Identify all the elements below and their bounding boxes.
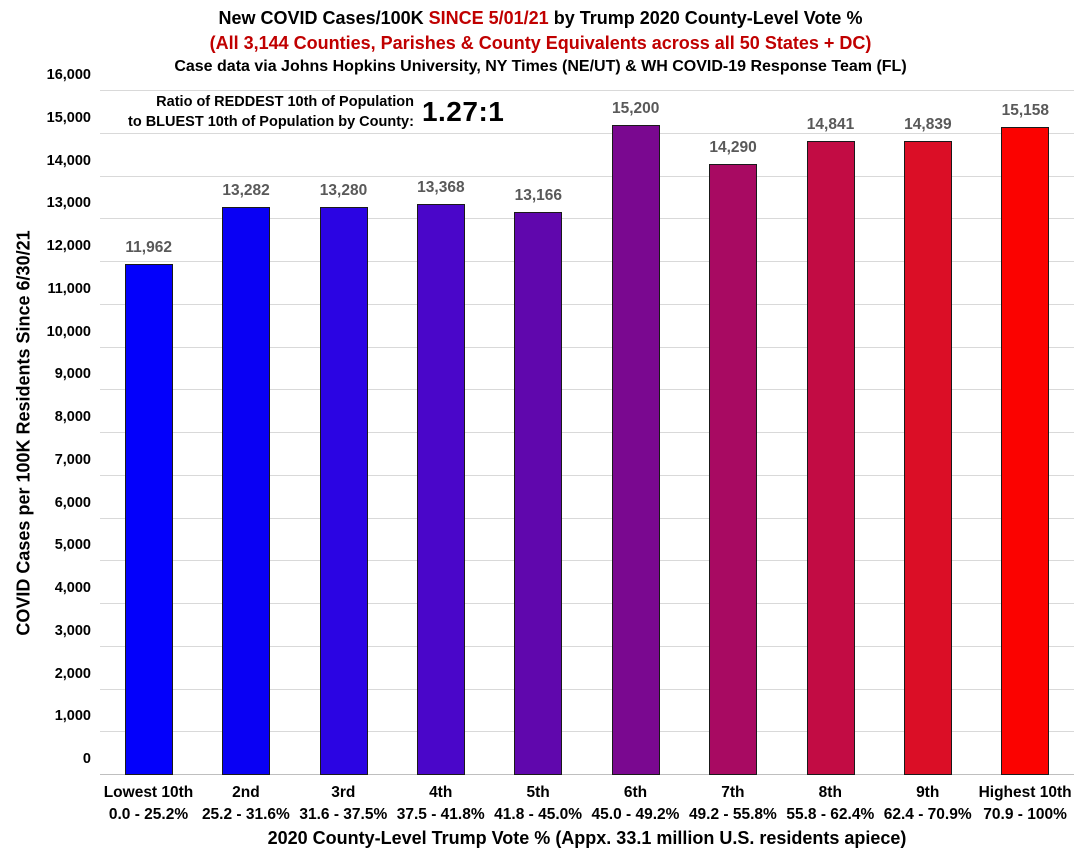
x-tick-tier-label: 2nd [232,784,260,801]
gridline [100,688,1074,690]
y-tick-label: 15,000 [46,109,91,126]
title-block: New COVID Cases/100K SINCE 5/01/21 by Tr… [0,6,1081,78]
bar-value-label: 15,200 [611,100,660,118]
gridline [100,731,1074,733]
x-tick-range-label: 41.8 - 45.0% [494,806,583,823]
bar-value-label: 15,158 [1001,102,1049,119]
bar [1001,127,1050,775]
y-tick-label: 10,000 [46,323,91,340]
gridline [100,303,1074,305]
x-tick-tier-label: 9th [916,784,940,801]
plot-area: 0 1,000 2,000 3,000 4,000 5,000 6,000 7,000 8,00… [47,67,1074,823]
y-tick-label: 7,000 [54,451,91,468]
gridline [100,218,1074,220]
ratio-annotation: Ratio of REDDEST 10th of Population to B… [128,92,504,132]
x-tick-range-label: 62.4 - 70.9% [883,806,972,823]
gridline [100,517,1074,519]
bar [514,212,563,775]
y-tick-label: 2,000 [54,665,91,682]
bar-value-label: 13,280 [319,182,368,200]
bar [124,263,173,775]
gridline [100,474,1074,476]
chart-title-part1: New COVID Cases/100K [218,8,429,28]
bar-value-label: 14,290 [709,139,757,157]
gridline [100,603,1074,604]
ratio-annotation-line2: to BLUEST 10th of Population by County: [128,114,414,130]
bar [806,140,855,775]
ratio-annotation-line1: Ratio of REDDEST 10th of Population [156,94,414,110]
chart-title-highlight: SINCE 5/01/21 [428,8,549,28]
x-tick-range-label: 31.6 - 37.5% [299,806,388,823]
x-tick-tier-label: 7th [721,784,745,801]
y-tick-label: 12,000 [46,238,91,254]
chart-subtitle: (All 3,144 Counties, Parishes & County E… [209,33,872,53]
y-tick-label: 5,000 [54,537,91,554]
x-tick-range-label: 0.0 - 25.2% [108,806,189,823]
bar [903,140,952,775]
x-tick-range-label: 25.2 - 31.6% [201,806,290,823]
y-tick-label: 11,000 [47,280,91,297]
bar-value-label: 14,841 [806,115,855,133]
gridline [100,346,1074,348]
x-tick-tier-label: 4th [429,784,453,801]
x-tick-tier-label: 5th [526,784,550,801]
y-tick-label: 14,000 [46,152,91,169]
gridline [100,645,1074,647]
y-tick-label: 3,000 [54,622,91,639]
y-tick-label: 6,000 [54,494,91,511]
y-tick-label: 9,000 [54,366,91,383]
x-tick-tier-label: 6th [623,784,648,801]
bar-value-label: 13,282 [222,182,270,200]
chart-source-note: Case data via Johns Hopkins University, … [174,58,907,75]
y-tick-label: 1,000 [54,708,91,725]
x-tick-tier-label: Lowest 10th [103,784,194,801]
y-tick-label: 4,000 [54,580,91,596]
x-axis-line [100,774,1074,775]
gridline [100,389,1074,391]
x-tick-range-label: 37.5 - 41.8% [396,806,485,823]
bar [222,207,271,775]
chart-title-part2: by Trump 2020 County-Level Vote % [548,8,863,28]
bar [319,207,368,775]
x-tick-tier-label: 8th [818,784,842,801]
bar-value-label: 13,368 [417,178,465,196]
gridline [100,175,1074,177]
y-tick-label: 13,000 [46,195,91,212]
bar-value-label: 11,962 [125,238,172,256]
x-tick-range-label: 55.8 - 62.4% [786,806,875,823]
chart-title: New COVID Cases/100K SINCE 5/01/21 by Tr… [0,6,1081,31]
gridline [100,432,1074,433]
x-tick-range-label: 70.9 - 100% [983,806,1067,823]
bar-value-label: 14,839 [904,115,952,133]
bar-value-label: 13,166 [514,187,562,205]
bar [416,203,465,775]
gridline [100,261,1074,262]
x-tick-range-label: 45.0 - 49.2% [591,806,680,823]
bar [611,125,660,775]
x-tick-tier-label: Highest 10th [978,784,1072,801]
gridline [100,132,1074,134]
y-tick-label: 16,000 [46,67,91,83]
bar [709,164,758,775]
gridline [100,560,1074,562]
x-tick-range-label: 49.2 - 55.8% [688,806,777,823]
x-axis-title: 2020 County-Level Trump Vote % (Appx. 33… [267,828,907,848]
y-tick-label: 8,000 [54,409,91,425]
x-tick-tier-label: 3rd [331,784,356,801]
y-axis-title: COVID Cases per 100K Residents Since 6/3… [13,230,34,636]
gridline [100,90,1074,91]
y-tick-label: 0 [82,751,91,767]
ratio-value: 1.27:1 [421,96,505,127]
ratio-annotation-text: Ratio of REDDEST 10th of Population to B… [128,92,414,132]
